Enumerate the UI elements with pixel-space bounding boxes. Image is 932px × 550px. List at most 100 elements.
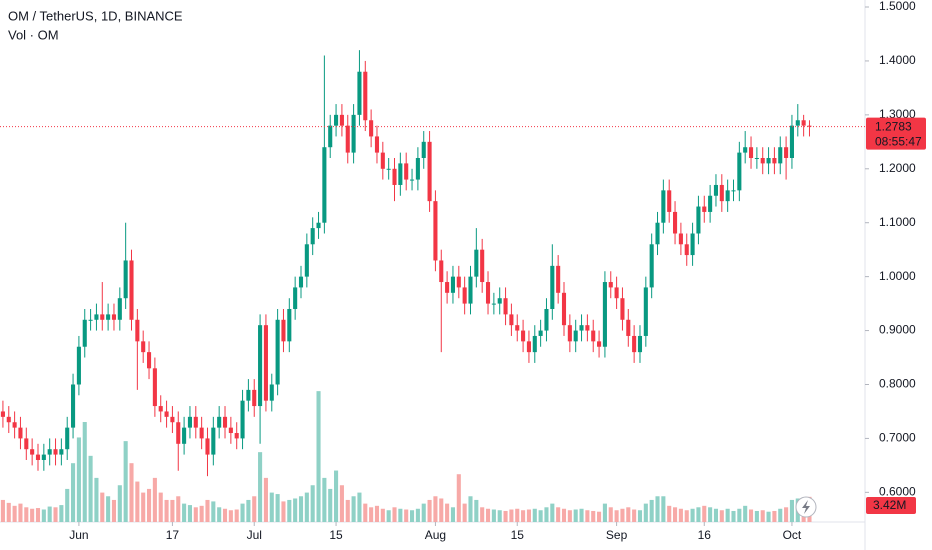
- candle-body: [404, 163, 409, 180]
- candle-body: [567, 325, 572, 342]
- candle-body: [754, 158, 759, 160]
- candle-body: [643, 287, 648, 336]
- y-tick-label: 1.4000: [879, 53, 916, 67]
- candle-body: [655, 222, 660, 245]
- volume-bar: [713, 508, 719, 522]
- last-volume-box: [866, 497, 916, 514]
- volume-bar: [515, 508, 520, 522]
- candle-body: [59, 449, 64, 455]
- y-tick-label: 0.8000: [879, 377, 916, 391]
- volume-bar: [222, 508, 228, 522]
- candle-body: [667, 190, 672, 212]
- candle-body: [556, 265, 561, 293]
- candle-body: [88, 319, 93, 321]
- volume-bar: [24, 507, 29, 522]
- volume-bar: [6, 502, 11, 522]
- candle-body: [146, 352, 152, 369]
- volume-bar: [263, 477, 268, 522]
- candle-body: [6, 416, 11, 423]
- candle-body: [673, 211, 678, 234]
- candle-body: [778, 147, 783, 164]
- candle-body: [111, 314, 117, 320]
- candle-body: [334, 114, 339, 126]
- candle-body: [182, 427, 187, 444]
- volume-bar: [351, 496, 356, 522]
- candle-body: [532, 335, 537, 353]
- volume-bar: [176, 496, 181, 522]
- volume-bar: [339, 485, 344, 522]
- candle-body: [795, 120, 800, 126]
- y-tick-label: 1.0000: [879, 269, 916, 283]
- candle-body: [503, 298, 508, 315]
- volume-bar: [643, 503, 648, 522]
- candle-body: [369, 120, 374, 137]
- candle-body: [106, 314, 111, 320]
- volume-bar: [725, 508, 730, 522]
- candle-body: [170, 416, 175, 423]
- x-tick-label: 15: [329, 528, 343, 542]
- x-tick-label: 16: [698, 528, 712, 542]
- volume-bar: [503, 510, 508, 522]
- y-tick-label: 1.3000: [879, 107, 916, 121]
- volume-bar: [579, 508, 584, 522]
- volume-bar: [170, 499, 175, 522]
- volume-bar: [35, 508, 41, 522]
- x-tick-label: Jun: [69, 528, 88, 542]
- candle-body: [205, 438, 210, 455]
- candle-body: [246, 389, 251, 401]
- chart-title: OM / TetherUS, 1D, BINANCE: [8, 8, 183, 23]
- volume-bar: [117, 485, 122, 522]
- volume-bar: [509, 509, 514, 522]
- volume-bar: [409, 510, 415, 522]
- candle-body: [702, 206, 707, 212]
- candle-body: [357, 71, 362, 115]
- candle-body: [585, 325, 590, 331]
- x-tick-label: Jul: [247, 528, 262, 542]
- volume-bar: [240, 503, 245, 522]
- candle-body: [480, 249, 485, 283]
- candle-body: [47, 449, 52, 455]
- volume-bar: [100, 492, 105, 522]
- candle-body: [737, 152, 742, 191]
- volume-bar: [258, 452, 263, 522]
- volume-bar: [18, 503, 23, 522]
- volume-bar: [12, 505, 17, 522]
- candle-body: [801, 120, 806, 126]
- volume-bar: [754, 510, 759, 522]
- volume-bar: [398, 508, 403, 522]
- candle-body: [807, 125, 812, 127]
- volume-bar: [585, 510, 590, 522]
- candle-body: [421, 141, 426, 159]
- candle-body: [217, 416, 222, 428]
- candle-body: [30, 449, 35, 455]
- volume-bar: [94, 477, 99, 522]
- volume-bar: [667, 505, 672, 522]
- volume-bar: [784, 507, 789, 522]
- candle-body: [614, 287, 619, 299]
- volume-bar: [778, 508, 783, 522]
- x-tick-label: 17: [166, 528, 180, 542]
- candle-body: [760, 158, 765, 164]
- volume-bar: [404, 509, 409, 522]
- volume-bar: [53, 507, 58, 522]
- candle-body: [743, 147, 748, 153]
- volume-bar: [41, 509, 46, 522]
- candle-body: [100, 314, 105, 320]
- volume-bar: [766, 511, 771, 522]
- candle-body: [450, 276, 456, 293]
- volume-bar: [702, 505, 707, 522]
- volume-bar: [573, 509, 578, 522]
- volume-bar: [772, 510, 777, 522]
- candle-body: [602, 282, 607, 347]
- candle-body: [620, 298, 625, 320]
- volume-bar: [485, 508, 491, 522]
- candle-body: [322, 147, 327, 223]
- volume-bar: [328, 488, 333, 522]
- plot: [0, 50, 865, 522]
- candle-body: [626, 319, 631, 336]
- volume-bar: [187, 505, 192, 522]
- volume-bar: [743, 505, 748, 522]
- volume-bar: [480, 507, 485, 522]
- volume-bar: [363, 503, 368, 522]
- volume-bar: [88, 455, 93, 522]
